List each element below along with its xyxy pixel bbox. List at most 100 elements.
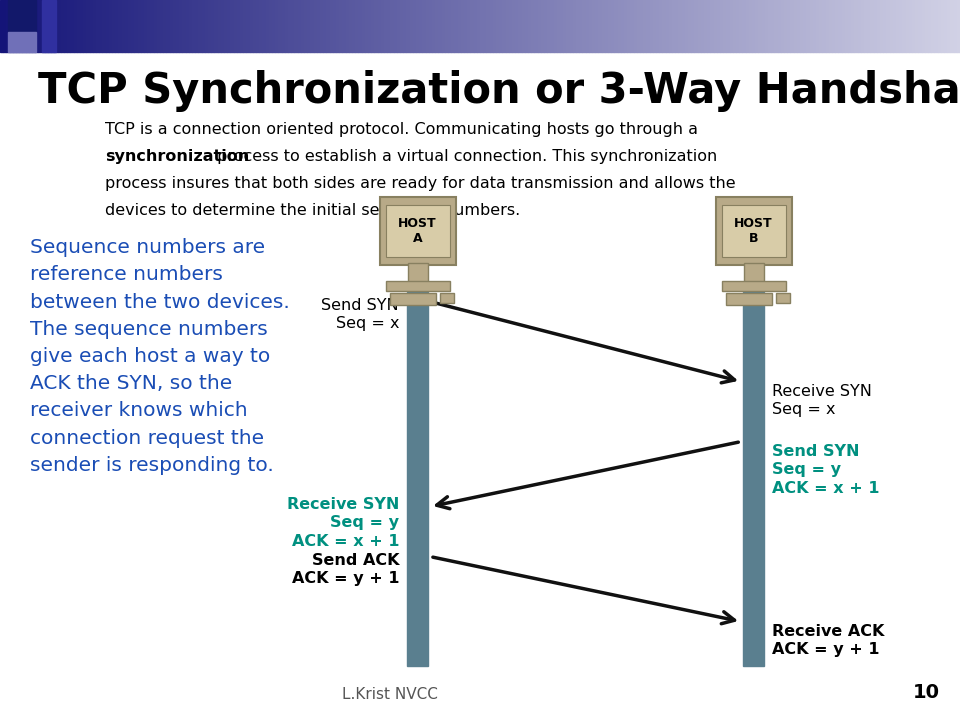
Bar: [84, 0, 86, 52]
Bar: [608, 0, 612, 52]
Bar: [579, 0, 583, 52]
Bar: [701, 0, 704, 52]
Bar: [854, 0, 857, 52]
Bar: [948, 0, 950, 52]
Bar: [295, 0, 298, 52]
Bar: [768, 0, 771, 52]
Bar: [103, 0, 106, 52]
Bar: [640, 0, 643, 52]
Bar: [922, 0, 924, 52]
Bar: [662, 0, 665, 52]
Bar: [809, 0, 813, 52]
Bar: [547, 0, 550, 52]
Bar: [525, 0, 528, 52]
Bar: [422, 0, 425, 52]
Bar: [125, 0, 128, 52]
Bar: [886, 0, 890, 52]
Bar: [298, 0, 300, 52]
Bar: [336, 0, 339, 52]
Bar: [132, 0, 134, 52]
Bar: [743, 292, 764, 666]
Bar: [80, 0, 84, 52]
Bar: [374, 0, 377, 52]
Bar: [38, 0, 41, 52]
Bar: [60, 0, 64, 52]
Bar: [893, 0, 896, 52]
Bar: [938, 0, 941, 52]
Bar: [185, 0, 189, 52]
Bar: [722, 281, 785, 291]
Bar: [813, 0, 816, 52]
Bar: [487, 0, 490, 52]
Bar: [377, 0, 381, 52]
Bar: [554, 0, 557, 52]
Bar: [506, 0, 509, 52]
Bar: [675, 0, 679, 52]
Bar: [502, 0, 506, 52]
Bar: [96, 0, 99, 52]
Bar: [583, 0, 586, 52]
Bar: [218, 0, 221, 52]
Bar: [691, 0, 694, 52]
Bar: [776, 292, 789, 302]
Bar: [128, 0, 132, 52]
Bar: [7, 0, 10, 52]
Bar: [598, 0, 602, 52]
Bar: [390, 292, 436, 305]
Bar: [22, 0, 26, 52]
Bar: [564, 0, 566, 52]
Bar: [636, 0, 640, 52]
Bar: [355, 0, 358, 52]
Bar: [329, 0, 333, 52]
Bar: [819, 0, 823, 52]
Bar: [272, 0, 276, 52]
Text: TCP is a connection oriented protocol. Communicating hosts go through a: TCP is a connection oriented protocol. C…: [105, 122, 698, 137]
Bar: [744, 263, 763, 282]
Bar: [230, 0, 233, 52]
Bar: [765, 0, 768, 52]
Bar: [259, 0, 262, 52]
Bar: [77, 0, 80, 52]
Bar: [182, 0, 185, 52]
Bar: [499, 0, 502, 52]
Bar: [470, 0, 473, 52]
Bar: [710, 0, 713, 52]
Bar: [379, 197, 456, 265]
Bar: [435, 0, 439, 52]
Bar: [688, 0, 691, 52]
Bar: [195, 0, 199, 52]
Bar: [617, 0, 621, 52]
Bar: [250, 0, 252, 52]
Bar: [909, 0, 912, 52]
Bar: [842, 0, 845, 52]
Text: Receive SYN
Seq = y
ACK = x + 1: Receive SYN Seq = y ACK = x + 1: [287, 497, 399, 549]
Bar: [732, 0, 736, 52]
Bar: [627, 0, 631, 52]
Bar: [634, 0, 636, 52]
Bar: [8, 32, 36, 52]
Bar: [650, 0, 653, 52]
Bar: [320, 0, 324, 52]
Bar: [694, 0, 698, 52]
Bar: [416, 0, 420, 52]
Bar: [797, 0, 800, 52]
Bar: [406, 0, 410, 52]
Bar: [566, 0, 569, 52]
Bar: [806, 0, 809, 52]
Bar: [752, 0, 756, 52]
Bar: [10, 0, 12, 52]
Bar: [192, 0, 195, 52]
Bar: [653, 0, 656, 52]
Bar: [269, 0, 272, 52]
Bar: [823, 0, 826, 52]
Bar: [941, 0, 944, 52]
Bar: [838, 0, 842, 52]
Bar: [746, 0, 749, 52]
Bar: [208, 0, 211, 52]
Bar: [905, 0, 909, 52]
Bar: [36, 0, 38, 52]
Bar: [394, 0, 396, 52]
Bar: [720, 0, 723, 52]
Bar: [631, 0, 634, 52]
Bar: [288, 0, 291, 52]
